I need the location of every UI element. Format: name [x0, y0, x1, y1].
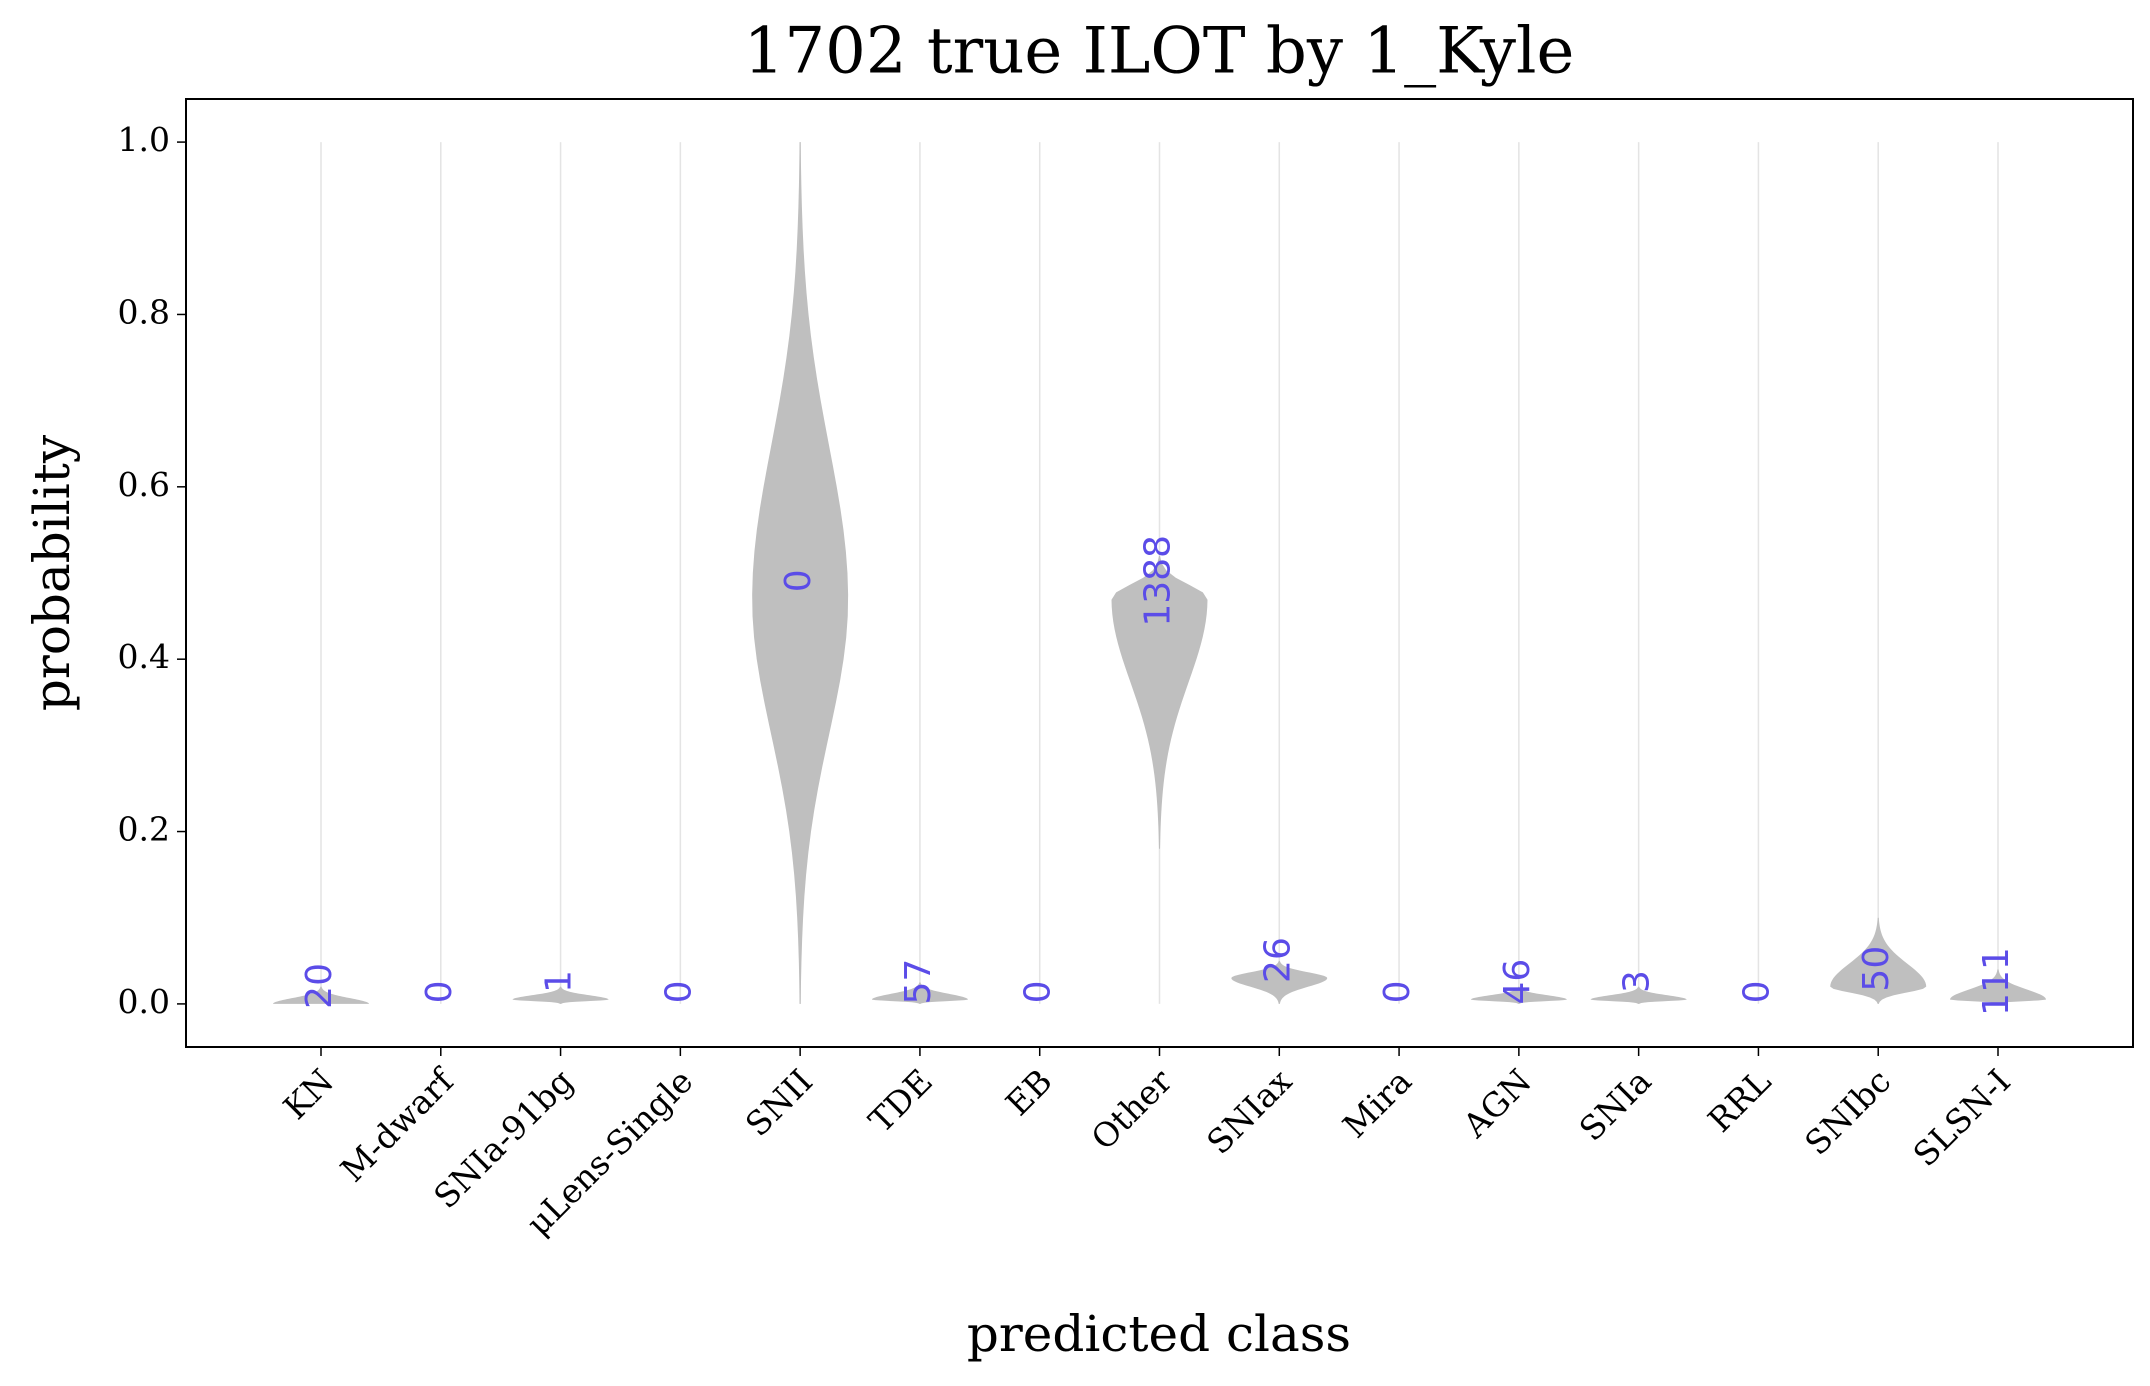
violin: [512, 986, 609, 1004]
x-tick-label: SNIa: [1572, 1061, 1659, 1148]
count-label: 111: [1976, 947, 2017, 1016]
violin: [871, 982, 968, 1004]
violin: [1830, 917, 1927, 1004]
x-tick-label: TDE: [861, 1061, 940, 1140]
y-tick-label: 0.8: [118, 292, 170, 331]
violin: [1470, 986, 1567, 1004]
count-label: 1: [539, 970, 580, 993]
count-label: 1388: [1138, 535, 1179, 627]
plot-frame: [185, 98, 2134, 1048]
chart-title: 1702 true ILOT by 1_Kyle: [744, 15, 1575, 89]
violin: [1950, 969, 2046, 1004]
count-label: 0: [1018, 980, 1059, 1003]
violin: [1590, 986, 1687, 1004]
x-tick-label: SNIbc: [1797, 1061, 1898, 1162]
count-label: 46: [1497, 959, 1538, 1005]
y-tick-label: 0.6: [118, 465, 170, 504]
count-label: 50: [1856, 946, 1897, 992]
x-tick-label: SLSN-I: [1905, 1061, 2018, 1174]
y-tick-label: 0.4: [118, 637, 170, 676]
x-tick-label: RRL: [1700, 1061, 1778, 1139]
violin: [1111, 555, 1208, 849]
x-tick-label: Mira: [1335, 1061, 1419, 1145]
violin: [1231, 960, 1328, 1004]
violin: [752, 142, 849, 1004]
count-label: 26: [1257, 937, 1298, 983]
x-tick-label: AGN: [1455, 1061, 1539, 1145]
count-label: 20: [299, 963, 340, 1009]
count-label: 0: [1377, 980, 1418, 1003]
y-tick-label: 0.2: [118, 810, 170, 849]
y-axis-label: probability: [23, 434, 81, 711]
count-label: 3: [1617, 970, 1658, 993]
x-axis-label: predicted class: [967, 1305, 1351, 1363]
y-tick-label: 1.0: [118, 120, 170, 159]
count-label: 57: [898, 959, 939, 1005]
count-label: 0: [778, 569, 819, 592]
count-label: 0: [419, 980, 460, 1003]
y-tick-label: 0.0: [118, 982, 170, 1021]
count-label: 0: [658, 980, 699, 1003]
x-tick-label: Other: [1083, 1061, 1179, 1157]
x-tick-label: SNII: [738, 1061, 820, 1143]
x-tick-label: SNIax: [1199, 1061, 1300, 1162]
count-label: 0: [1736, 980, 1777, 1003]
x-tick-label: KN: [276, 1061, 341, 1126]
x-tick-label: EB: [998, 1061, 1060, 1123]
violin: [273, 986, 369, 1004]
